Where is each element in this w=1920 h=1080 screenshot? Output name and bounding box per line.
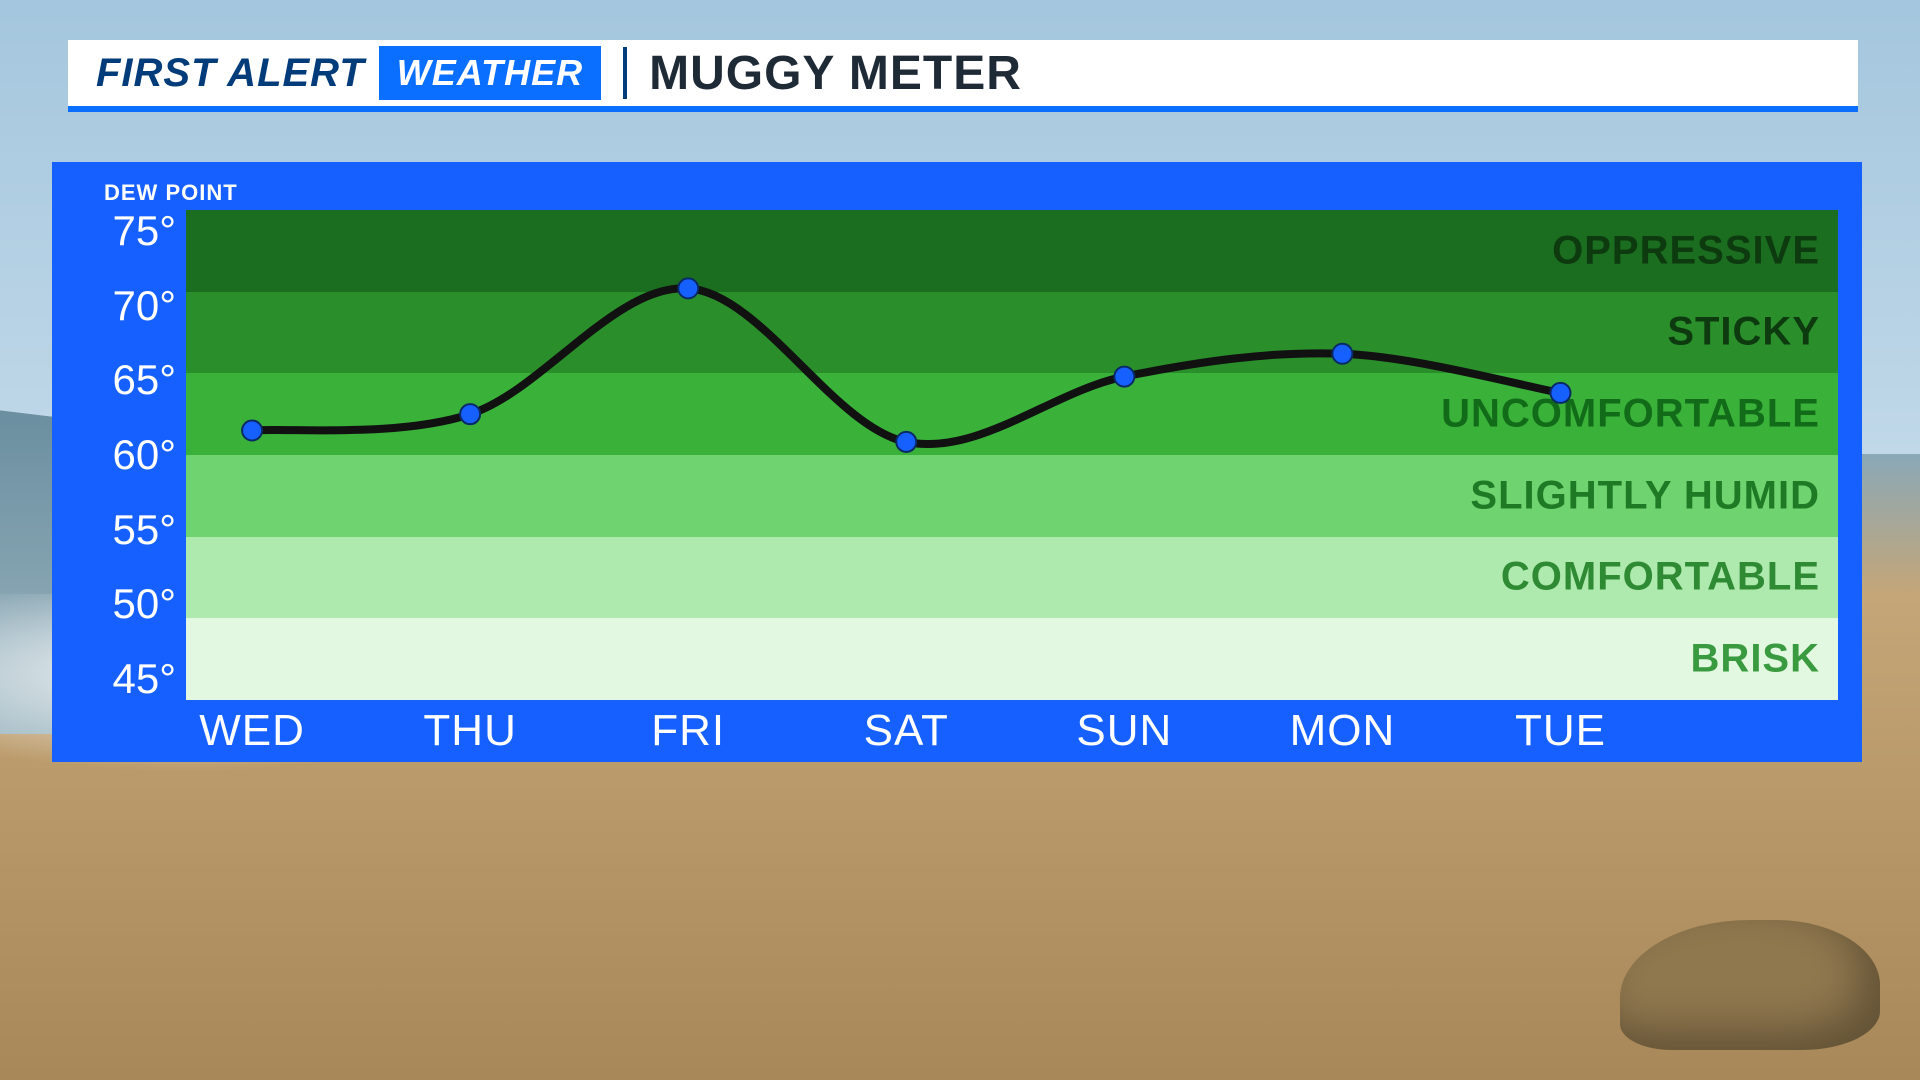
y-tick: 60° [112,434,176,476]
x-tick: FRI [651,706,725,756]
brand-block: FIRST ALERT WEATHER [68,46,601,100]
y-tick: 50° [112,583,176,625]
data-marker [460,404,480,424]
background-beach: FIRST ALERT WEATHER MUGGY METER DEW POIN… [0,0,1920,1080]
y-tick: 75° [112,210,176,252]
y-axis: 75° 70° 65° 60° 55° 50° 45° [76,210,186,700]
y-tick: 55° [112,509,176,551]
data-marker [896,432,916,452]
y-tick: 70° [112,285,176,327]
x-tick: MON [1290,706,1396,756]
data-marker [1550,383,1570,403]
y-tick: 65° [112,359,176,401]
data-marker [678,278,698,298]
line-layer [186,210,1838,700]
data-marker [1332,344,1352,364]
x-tick: SAT [864,706,949,756]
y-axis-title: DEW POINT [104,180,1838,206]
data-marker [242,421,262,441]
title-divider [623,47,627,99]
data-marker [1114,367,1134,387]
chart-panel: DEW POINT 75° 70° 65° 60° 55° 50° 45° BRISKCOM… [52,162,1862,762]
brand-first-alert: FIRST ALERT [96,51,365,96]
graphic-title: MUGGY METER [649,46,1022,101]
title-bar: FIRST ALERT WEATHER MUGGY METER [68,40,1858,112]
dewpoint-line [252,288,1560,444]
bg-rock [1620,920,1880,1050]
x-tick: TUE [1515,706,1606,756]
x-tick: THU [423,706,516,756]
chart-body: 75° 70° 65° 60° 55° 50° 45° BRISKCOMFORTABLESL… [76,210,1838,700]
x-tick: SUN [1076,706,1172,756]
x-axis: WED THU FRI SAT SUN MON TUE [186,706,1838,762]
plot-area: BRISKCOMFORTABLESLIGHTLY HUMIDUNCOMFORTA… [186,210,1838,700]
brand-weather-box: WEATHER [379,46,601,100]
y-tick: 45° [112,658,176,700]
x-tick: WED [199,706,305,756]
